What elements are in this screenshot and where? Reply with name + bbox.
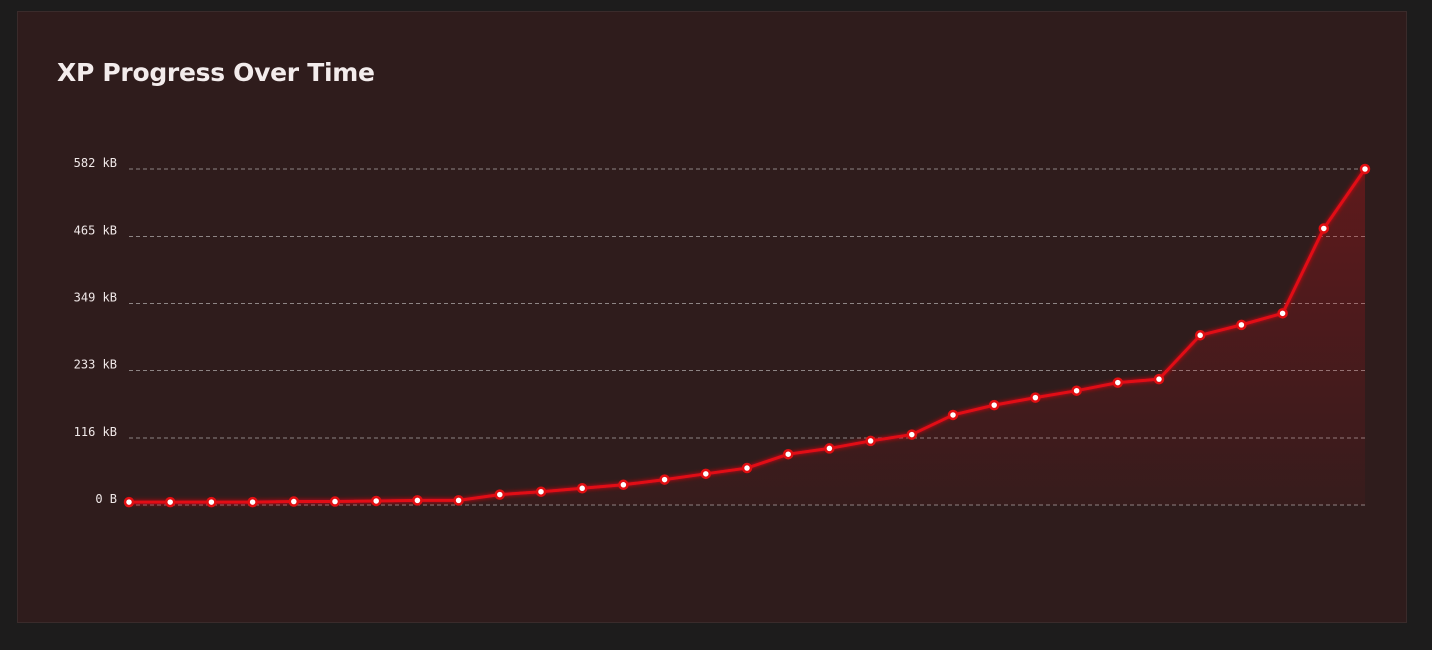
data-point[interactable] bbox=[1318, 223, 1330, 234]
data-point[interactable] bbox=[1194, 330, 1206, 341]
y-tick-label: 233 kB bbox=[74, 357, 117, 371]
data-point[interactable] bbox=[164, 496, 176, 508]
data-point[interactable] bbox=[865, 435, 876, 447]
chart-title: XP Progress Over Time bbox=[57, 58, 375, 87]
data-point[interactable] bbox=[741, 462, 753, 474]
data-point[interactable] bbox=[1359, 163, 1371, 175]
data-point[interactable] bbox=[329, 496, 341, 507]
data-point[interactable] bbox=[1153, 373, 1165, 385]
data-point[interactable] bbox=[288, 496, 300, 507]
data-point[interactable] bbox=[453, 495, 464, 506]
data-point[interactable] bbox=[412, 495, 423, 506]
y-tick-label: 349 kB bbox=[74, 291, 117, 305]
y-axis-labels: 0 B 116 kB 233 kB 349 kB 465 kB 582 kB bbox=[74, 156, 117, 506]
y-tick-label: 465 kB bbox=[74, 224, 117, 238]
data-point[interactable] bbox=[782, 448, 794, 460]
data-point[interactable] bbox=[988, 399, 1000, 411]
chart-card: XP Progress Over Time 0 B 116 kB 233 kB 349… bbox=[17, 11, 1407, 623]
data-point[interactable] bbox=[123, 496, 135, 508]
data-point[interactable] bbox=[1112, 377, 1124, 388]
data-point[interactable] bbox=[618, 479, 629, 491]
y-tick-label: 582 kB bbox=[74, 156, 117, 170]
data-point[interactable] bbox=[206, 496, 217, 508]
data-point[interactable] bbox=[1277, 308, 1288, 319]
xp-area-fill bbox=[129, 169, 1365, 505]
data-point[interactable] bbox=[535, 486, 547, 497]
data-point[interactable] bbox=[1071, 385, 1082, 396]
data-point[interactable] bbox=[247, 496, 258, 508]
data-points bbox=[123, 163, 1371, 508]
xp-line-chart: 0 B 116 kB 233 kB 349 kB 465 kB 582 kB bbox=[74, 156, 1371, 508]
data-point[interactable] bbox=[370, 495, 382, 507]
data-point[interactable] bbox=[700, 468, 712, 480]
data-point[interactable] bbox=[1236, 319, 1247, 331]
y-tick-label: 0 B bbox=[95, 492, 117, 506]
data-point[interactable] bbox=[659, 474, 670, 485]
data-point[interactable] bbox=[1030, 392, 1041, 403]
data-point[interactable] bbox=[947, 409, 959, 421]
data-point[interactable] bbox=[824, 443, 835, 454]
y-tick-label: 116 kB bbox=[74, 425, 117, 439]
data-point[interactable] bbox=[906, 429, 918, 440]
data-point[interactable] bbox=[576, 483, 588, 494]
data-point[interactable] bbox=[494, 489, 506, 500]
